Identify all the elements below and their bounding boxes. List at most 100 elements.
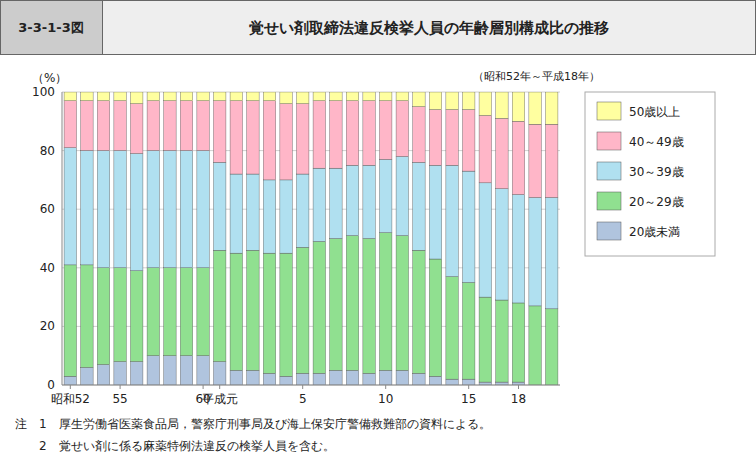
bar-segment [247, 101, 259, 174]
bar-segment [363, 101, 375, 165]
bar-segment [462, 110, 474, 172]
bar-segment [64, 376, 76, 385]
y-grid [62, 92, 560, 385]
bar-segment [197, 101, 209, 151]
legend-swatch [597, 162, 621, 180]
bar-segment [496, 118, 508, 188]
bar-segment [230, 101, 242, 174]
bar-segment [379, 159, 391, 232]
bar-segment [280, 92, 292, 104]
bar-segment [330, 92, 342, 101]
legend-label: 40～49歳 [629, 135, 684, 149]
x-tick [518, 385, 519, 389]
legend-label: 50歳以上 [629, 105, 680, 119]
bar-segment [64, 265, 76, 376]
y-tick-label: 80 [40, 144, 55, 158]
bar-segment [130, 154, 142, 271]
figure-label: 3-3-1-3図 [18, 20, 83, 35]
bar-segment [462, 282, 474, 379]
bar-segment [97, 151, 109, 268]
bar-segment [114, 362, 126, 385]
bar-segment [64, 92, 76, 101]
bar-segment [529, 92, 541, 124]
bar-segment [512, 121, 524, 194]
y-tick-label: 0 [47, 378, 55, 392]
bar-segment [330, 370, 342, 385]
bar-segment [247, 250, 259, 370]
x-tick [120, 385, 121, 389]
bar-segment [396, 370, 408, 385]
x-tick-label: 15 [461, 392, 476, 406]
title: 覚せい剤取締法違反検挙人員の年齢層別構成比の推移 [249, 19, 609, 37]
bar-segment [429, 92, 441, 110]
bar-segment [363, 92, 375, 101]
bar-segment [230, 253, 242, 370]
bar-segment [97, 364, 109, 385]
legend-swatch [597, 102, 621, 120]
bars [64, 92, 558, 385]
bar-segment [446, 379, 458, 385]
bar-segment [363, 373, 375, 385]
bar-segment [429, 110, 441, 166]
bar-segment [213, 101, 225, 163]
bar-segment [280, 180, 292, 253]
bar-segment [545, 197, 557, 308]
bar-segment [147, 268, 159, 356]
bar-segment [396, 236, 408, 371]
legend-frame [585, 92, 715, 256]
bar-segment [462, 379, 474, 385]
bar-segment [247, 92, 259, 101]
x-tick-label: 55 [112, 392, 127, 406]
bar-segment [429, 165, 441, 259]
bar-segment [180, 101, 192, 151]
bar-segment [296, 247, 308, 373]
bar-segment [346, 101, 358, 165]
bar-segment [81, 101, 93, 151]
bar-segment [114, 92, 126, 101]
bar-segment [446, 92, 458, 110]
bar-segment [379, 92, 391, 101]
bar-segment [230, 174, 242, 253]
legend-swatch [597, 222, 621, 240]
bar-segment [230, 370, 242, 385]
bar-segment [147, 356, 159, 385]
y-tick-label: 100 [32, 85, 55, 99]
bar-segment [213, 92, 225, 101]
bar-segment [396, 156, 408, 235]
bar-segment [213, 250, 225, 361]
bar-segment [413, 92, 425, 107]
x-tick-label: 5 [299, 392, 307, 406]
legend-label: 20～29歳 [629, 195, 684, 209]
bar-segment [147, 92, 159, 101]
bar-segment [479, 115, 491, 182]
bar-segment [263, 373, 275, 385]
bar-segment [396, 101, 408, 157]
bar-segment [313, 101, 325, 168]
bar-segment [346, 370, 358, 385]
bar-segment [296, 92, 308, 104]
note: 2 覚せい剤に係る麻薬特例法違反の検挙人員を含む。 [15, 439, 335, 453]
y-tick-label: 20 [40, 319, 55, 333]
bar-segment [529, 306, 541, 385]
bar-segment [446, 277, 458, 380]
bar-segment [413, 250, 425, 373]
x-tick-label: 18 [511, 392, 526, 406]
legend-swatch [597, 132, 621, 150]
bar-segment [247, 370, 259, 385]
legend-swatch [597, 192, 621, 210]
bar-segment [164, 268, 176, 356]
bar-segment [346, 92, 358, 101]
bar-segment [313, 373, 325, 385]
bar-segment [130, 104, 142, 154]
bar-segment [130, 362, 142, 385]
bar-segment [213, 162, 225, 250]
bar-segment [213, 362, 225, 385]
bar-segment [413, 107, 425, 163]
bar-segment [512, 195, 524, 303]
bar-segment [97, 101, 109, 151]
bar-segment [545, 124, 557, 197]
bar-segment [130, 271, 142, 362]
bar-segment [180, 92, 192, 101]
bar-segment [97, 92, 109, 101]
bar-segment [379, 370, 391, 385]
